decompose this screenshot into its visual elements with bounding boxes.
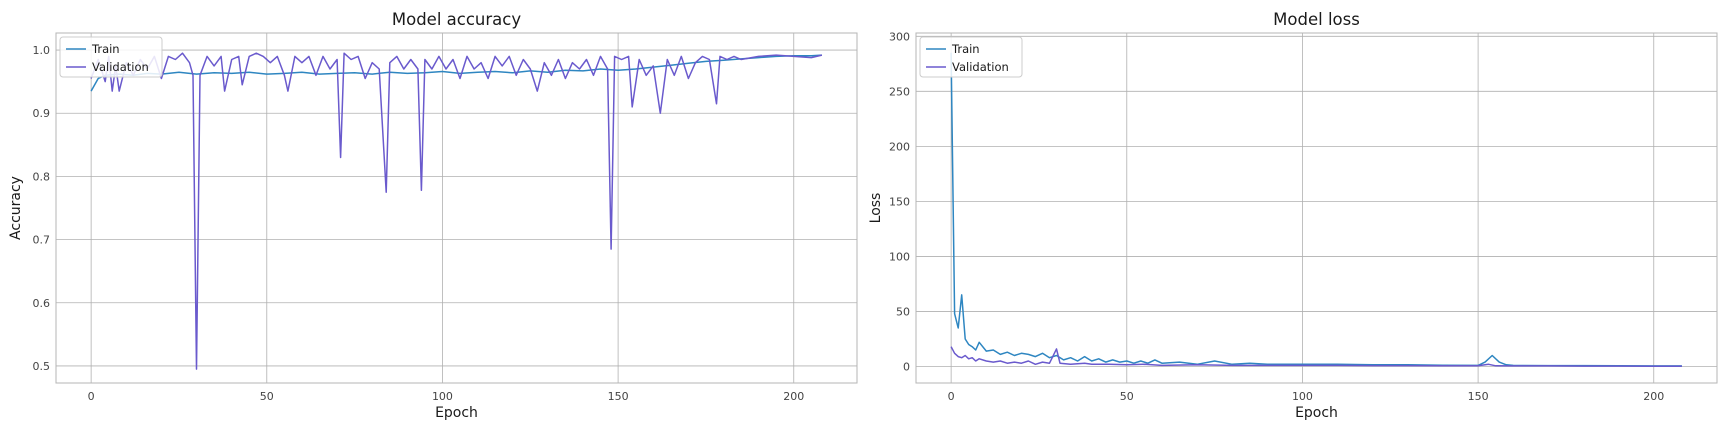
loss-ytick-label: 0: [903, 360, 910, 373]
accuracy-series-validation-line: [90, 52, 823, 370]
accuracy-plot-frame: [55, 32, 858, 384]
loss-ytick-label: 150: [889, 195, 910, 208]
loss-legend-label-validation: Validation: [952, 60, 1009, 74]
loss-panel: 0 50 100 150 200 0 50 100 150 200 250 300 Model loss…: [868, 10, 1718, 421]
loss-xtick-label: 50: [1120, 390, 1134, 403]
accuracy-ytick-label: 0.9: [33, 107, 51, 120]
accuracy-panel: 0 50 100 150 200 0.5 0.6 0.7 0.8 0.9 1.0 Model accu…: [8, 10, 858, 421]
accuracy-x-axis-label: Epoch: [435, 405, 478, 421]
loss-plot-frame: [915, 32, 1718, 384]
accuracy-legend-label-validation: Validation: [92, 60, 149, 74]
loss-chart-title: Model loss: [1273, 10, 1360, 29]
loss-xtick-label: 200: [1643, 390, 1664, 403]
loss-ytick-label: 50: [896, 305, 910, 318]
loss-xtick-label: 100: [1292, 390, 1313, 403]
loss-ytick-label: 250: [889, 85, 910, 98]
accuracy-ytick-label: 0.6: [33, 297, 51, 310]
loss-x-axis-label: Epoch: [1295, 405, 1338, 421]
loss-y-axis-label: Loss: [868, 193, 884, 224]
accuracy-ytick-label: 0.5: [33, 360, 51, 373]
accuracy-chart-title: Model accuracy: [392, 10, 521, 29]
loss-xtick-label: 150: [1468, 390, 1489, 403]
accuracy-legend: Train Validation: [59, 36, 163, 78]
accuracy-xtick-label: 200: [783, 390, 804, 403]
accuracy-xtick-label: 50: [260, 390, 274, 403]
loss-xtick-label: 0: [948, 390, 955, 403]
accuracy-ytick-label: 0.8: [33, 170, 51, 183]
accuracy-xtick-label: 0: [88, 390, 95, 403]
loss-ytick-label: 200: [889, 140, 910, 153]
loss-series-train-line: [950, 52, 1682, 367]
accuracy-series-train-line: [90, 54, 822, 92]
loss-ytick-label: 300: [889, 30, 910, 43]
loss-legend: Train Validation: [919, 36, 1023, 78]
accuracy-xtick-label: 150: [608, 390, 629, 403]
accuracy-ytick-label: 1.0: [33, 44, 51, 57]
accuracy-ytick-label: 0.7: [33, 234, 51, 247]
loss-series-validation-line: [950, 346, 1682, 367]
loss-legend-label-train: Train: [951, 42, 980, 56]
accuracy-legend-label-train: Train: [91, 42, 120, 56]
accuracy-xtick-label: 100: [432, 390, 453, 403]
loss-ytick-label: 100: [889, 250, 910, 263]
accuracy-y-axis-label: Accuracy: [8, 176, 24, 240]
